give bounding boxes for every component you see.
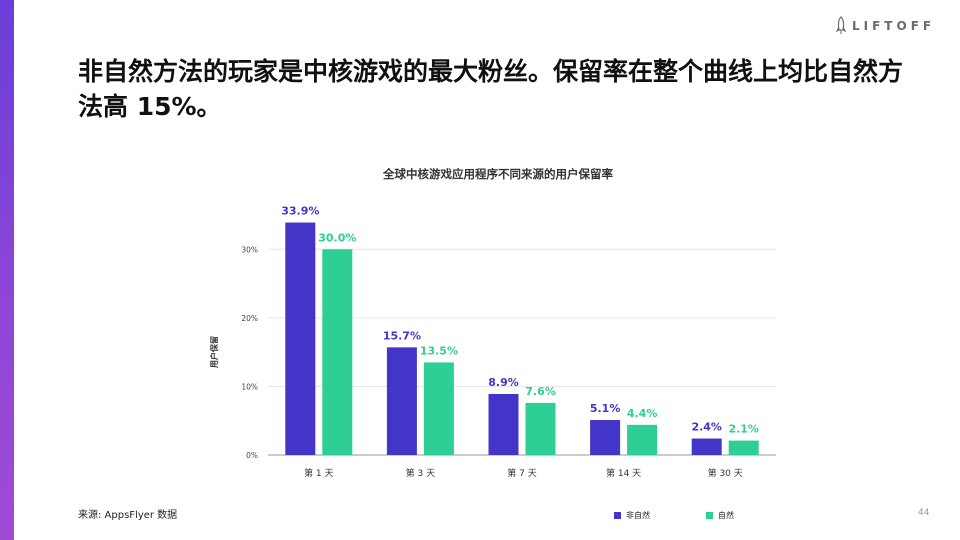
data-label-non-organic: 33.9%: [281, 205, 319, 218]
y-tick-label: 30%: [241, 245, 258, 254]
x-tick-label: 第 3 天: [406, 467, 435, 479]
chart-legend: 非自然 自然: [614, 510, 798, 521]
x-tick-label: 第 7 天: [507, 467, 536, 479]
data-label-organic: 30.0%: [318, 231, 356, 244]
data-label-organic: 2.1%: [728, 423, 759, 436]
bar-non-organic: [590, 420, 621, 455]
slide-headline: 非自然方法的玩家是中核游戏的最大粉丝。保留率在整个曲线上均比自然方法高 15%。: [78, 57, 904, 121]
legend-label-organic: 自然: [718, 511, 734, 520]
bar-non-organic: [386, 347, 417, 455]
y-tick-label: 10%: [241, 382, 258, 391]
brand-name: LIFTOFF: [852, 19, 936, 33]
rocket-icon: [836, 16, 846, 34]
accent-side-bar: [0, 0, 14, 540]
bar-non-organic: [488, 393, 519, 455]
legend-label-non-organic: 非自然: [626, 511, 650, 520]
y-tick-label: 20%: [241, 314, 258, 323]
page-number: 44: [918, 508, 930, 518]
data-label-non-organic: 8.9%: [488, 376, 519, 389]
legend-swatch-non-organic: [614, 512, 621, 519]
x-tick-label: 第 30 天: [708, 467, 743, 479]
bar-non-organic: [285, 222, 316, 455]
bar-organic: [728, 440, 759, 455]
bar-non-organic: [691, 438, 722, 455]
source-note: 来源: AppsFlyer 数据: [78, 510, 178, 521]
legend-swatch-organic: [706, 512, 713, 519]
y-axis-label: 用户保留: [209, 336, 219, 369]
data-label-organic: 13.5%: [420, 344, 458, 357]
bar-organic: [525, 402, 556, 455]
legend-item-non-organic: 非自然: [614, 510, 706, 521]
bar-organic: [423, 362, 454, 455]
x-tick-label: 第 14 天: [606, 467, 641, 479]
bar-organic: [627, 424, 658, 455]
data-label-non-organic: 15.7%: [383, 329, 421, 342]
brand-logo[interactable]: LIFTOFF: [836, 16, 935, 36]
bar-organic: [322, 249, 353, 455]
data-label-organic: 7.6%: [525, 385, 556, 398]
chart-title: 全球中核游戏应用程序不同来源的用户保留率: [382, 167, 613, 181]
x-tick-label: 第 1 天: [304, 467, 333, 479]
y-tick-label: 0%: [246, 451, 258, 460]
legend-item-organic: 自然: [706, 510, 798, 521]
data-label-non-organic: 5.1%: [590, 402, 621, 415]
data-label-non-organic: 2.4%: [691, 421, 722, 434]
data-label-organic: 4.4%: [627, 407, 658, 420]
